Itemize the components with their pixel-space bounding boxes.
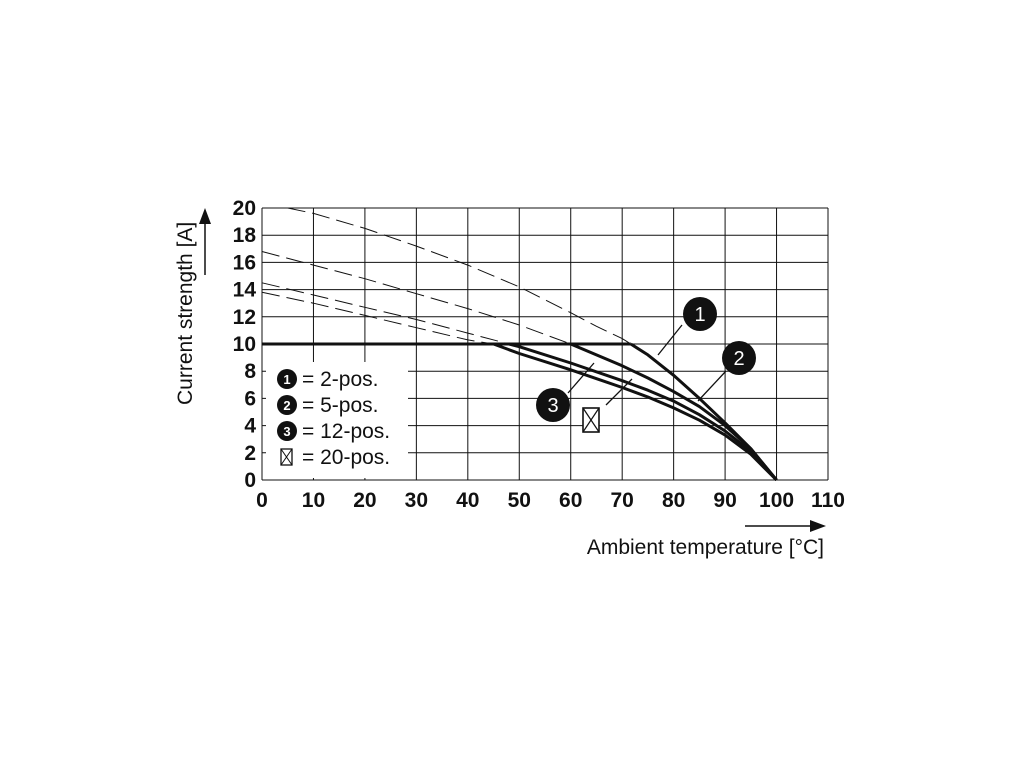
legend-marker-label: 1 xyxy=(283,372,290,387)
chart-callouts: 1 2 3 xyxy=(536,297,756,433)
legend-label: = 5-pos. xyxy=(302,394,378,417)
legend-label: = 2-pos. xyxy=(302,368,378,391)
y-axis-arrow-icon xyxy=(199,208,211,224)
series-extrapolated-line xyxy=(287,207,632,345)
callout-leader xyxy=(697,370,727,402)
callout-label: 3 xyxy=(547,395,558,417)
legend-label: = 20-pos. xyxy=(302,446,390,469)
series-derating-line xyxy=(570,342,778,481)
y-tick-label: 16 xyxy=(233,251,256,274)
legend-label: = 12-pos. xyxy=(302,420,390,443)
legend-marker-3-icon xyxy=(277,421,297,441)
y-tick-label: 14 xyxy=(233,279,257,302)
x-tick-label: 40 xyxy=(456,489,479,512)
x-tick-label: 30 xyxy=(405,489,428,512)
series-extrapolated-line xyxy=(261,282,510,345)
callout-leader xyxy=(657,324,683,356)
callout-box-x-icon xyxy=(582,407,600,433)
y-tick-label: 20 xyxy=(233,197,256,220)
chart-legend: 1 = 2-pos. 2 = 5-pos. 3 = 12-pos. = 20-p… xyxy=(266,362,408,478)
x-tick-label: 100 xyxy=(759,489,794,512)
chart-tick-labels: 0 10 20 30 40 50 60 70 80 90 100 110024681012141618… xyxy=(233,197,845,512)
legend-item: = 20-pos. xyxy=(280,446,390,469)
y-tick-label: 0 xyxy=(244,469,256,492)
x-tick-label: 90 xyxy=(713,489,736,512)
y-axis-title-group: Current strength [A] xyxy=(174,208,211,405)
series-derating-line xyxy=(492,342,778,482)
y-tick-label: 2 xyxy=(244,442,256,465)
callout-3-icon xyxy=(536,388,570,422)
x-axis-arrow-icon xyxy=(810,520,826,532)
x-tick-label: 70 xyxy=(611,489,634,512)
legend-marker-1-icon xyxy=(277,369,297,389)
callout-label: 2 xyxy=(733,348,744,370)
series-extrapolated-line xyxy=(261,251,571,345)
callout-2-icon xyxy=(722,341,756,375)
y-tick-label: 8 xyxy=(244,360,256,383)
y-tick-label: 6 xyxy=(244,387,256,410)
legend-marker-label: 3 xyxy=(283,424,290,439)
callout-1-icon xyxy=(683,297,717,331)
x-axis-title-group: Ambient temperature [°C] xyxy=(587,520,826,559)
x-tick-label: 0 xyxy=(256,489,268,512)
callout-leader xyxy=(605,378,633,406)
series-derating-line xyxy=(508,342,778,482)
legend-item: 2 = 5-pos. xyxy=(277,394,378,417)
y-tick-label: 4 xyxy=(244,415,256,438)
x-tick-label: 60 xyxy=(559,489,582,512)
x-tick-label: 10 xyxy=(302,489,325,512)
legend-item: 1 = 2-pos. xyxy=(277,368,378,391)
callout-label: 1 xyxy=(694,304,705,326)
legend-marker-label: 2 xyxy=(283,398,290,413)
x-tick-label: 20 xyxy=(353,489,376,512)
callout-leader xyxy=(567,362,595,394)
y-tick-label: 18 xyxy=(233,224,257,247)
legend-item: 3 = 12-pos. xyxy=(277,420,390,443)
legend-marker-2-icon xyxy=(277,395,297,415)
legend-box-x-icon xyxy=(280,448,293,466)
y-tick-label: 10 xyxy=(233,333,256,356)
y-axis-title: Current strength [A] xyxy=(174,222,197,405)
x-tick-label: 80 xyxy=(662,489,685,512)
x-tick-label: 50 xyxy=(508,489,531,512)
x-tick-label: 110 xyxy=(811,489,845,512)
x-axis-title: Ambient temperature [°C] xyxy=(587,536,824,559)
series-extrapolated-line xyxy=(261,291,494,345)
y-tick-label: 12 xyxy=(233,306,256,329)
chart-series xyxy=(261,207,778,482)
